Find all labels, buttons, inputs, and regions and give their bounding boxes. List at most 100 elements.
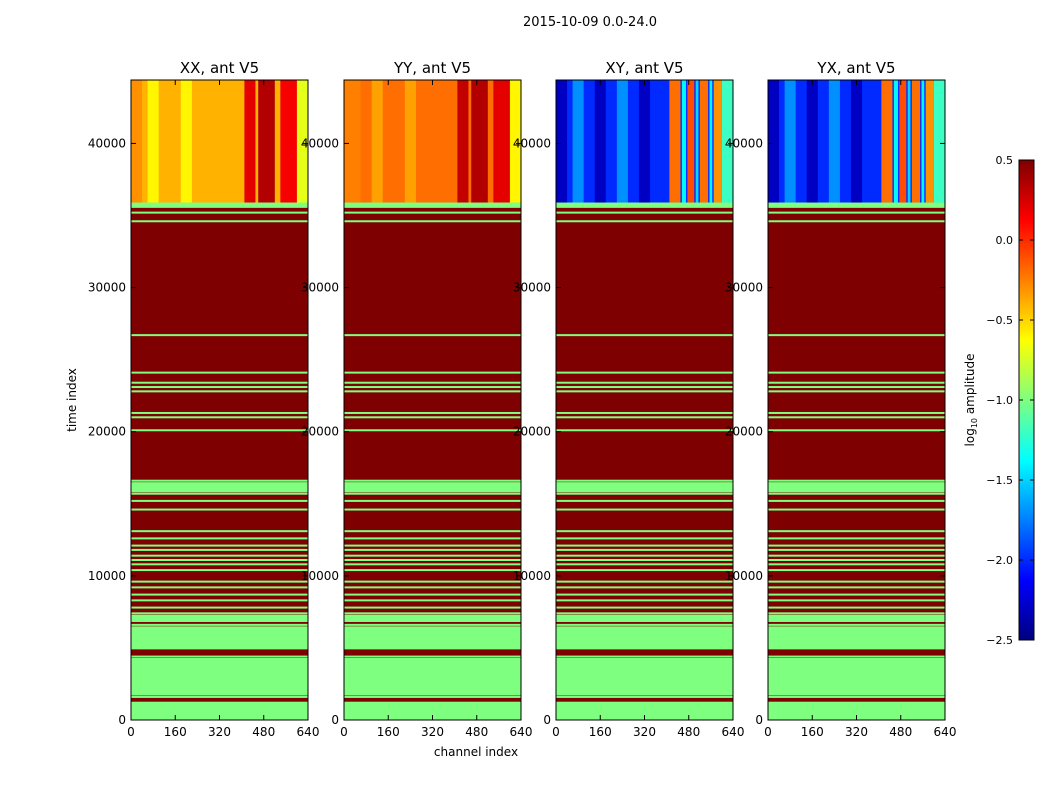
y-tick-label: 40000 [513,136,551,150]
x-tick-label: 640 [297,725,320,739]
gap-band [131,626,308,650]
gap-band [344,626,521,650]
colorbar-label-tail: amplitude [963,354,977,418]
gap-line [131,429,308,432]
x-tick-label: 320 [845,725,868,739]
gap-line [344,701,521,704]
gap-line [131,667,308,670]
gap-line [768,559,945,561]
gap-line [131,642,308,645]
channel-band [713,80,722,203]
y-axis-label: time index [65,368,79,432]
gap-line [344,334,521,337]
gap-band [768,614,945,622]
gap-line [768,554,945,557]
gap-line [556,508,733,511]
channel-band [471,80,488,203]
y-tick-label: 20000 [725,425,763,439]
gap-line [344,580,521,583]
gap-line [556,381,733,384]
panel-yx: 0 160 320 480 640 0 10000 20000 30000 40000 YX, a… [725,59,957,739]
gap-line [131,530,308,533]
gap-line [344,569,521,572]
gap-line [556,682,733,685]
x-tick-label: 480 [677,725,700,739]
gap-line [556,492,733,495]
gap-line [344,682,521,685]
y-tick-label: 10000 [88,569,126,583]
gap-line [131,711,308,714]
gap-line [344,612,521,615]
gap-line [768,508,945,511]
gap-band [131,614,308,622]
gap-line [556,411,733,414]
channel-band [572,80,584,203]
gap-line [344,675,521,678]
gap-line [768,606,945,609]
gap-line [344,559,521,561]
gap-line [768,220,945,223]
gap-line [768,586,945,589]
gap-line [344,429,521,432]
gap-line [768,612,945,615]
gap-line [344,606,521,609]
gap-line [556,386,733,389]
x-axis-label: channel index [434,745,518,759]
gap-line [344,211,521,214]
channel-band [921,80,925,203]
y-tick-label: 0 [755,713,763,727]
channel-band [925,80,934,203]
gap-line [344,548,521,551]
gap-line [344,416,521,419]
gap-line [131,201,308,208]
colorbar-tick-label: −2.0 [986,554,1013,567]
gap-band [556,482,733,493]
gap-line [131,675,308,678]
gap-line [768,655,945,658]
channel-band [556,80,568,203]
x-tick-label: 640 [510,725,533,739]
channel-band [681,80,686,203]
gap-line [344,711,521,714]
x-tick-label: 320 [208,725,231,739]
gap-line [344,386,521,389]
gap-line [344,492,521,495]
gap-line [768,695,945,698]
gap-line [344,499,521,502]
gap-line [344,530,521,533]
gap-line [131,499,308,502]
gap-line [344,623,521,626]
axis-ticks: 0 160 320 480 640 0 10000 20000 30000 40000 [513,80,745,739]
gap-band [768,482,945,493]
channel-band [616,80,628,203]
channel-band [695,80,699,203]
gap-line [768,201,945,208]
gap-line [556,569,733,572]
gap-band [768,626,945,650]
gap-line [556,642,733,645]
x-tick-label: 480 [252,725,275,739]
gap-line [556,612,733,615]
gap-line [344,544,521,547]
colorbar-tick-label: −2.5 [986,634,1013,647]
channel-band [721,80,733,203]
heatmap-plot-area [768,80,945,720]
x-tick-label: 160 [377,725,400,739]
channel-band [594,80,606,203]
colorbar-tick-label: −0.5 [986,314,1013,327]
x-tick-label: 160 [589,725,612,739]
gap-line [768,569,945,572]
gap-line [344,201,521,208]
gap-line [556,599,733,602]
panel-title: YX, ant V5 [816,59,895,77]
gap-line [131,701,308,704]
channel-band [180,80,192,203]
gap-line [556,623,733,626]
y-tick-label: 30000 [725,281,763,295]
x-tick-label: 640 [722,725,745,739]
channel-band [669,80,681,203]
colorbar-tick-label: −1.0 [986,394,1013,407]
channel-band [899,80,907,203]
gap-line [768,711,945,714]
gap-band [131,482,308,493]
